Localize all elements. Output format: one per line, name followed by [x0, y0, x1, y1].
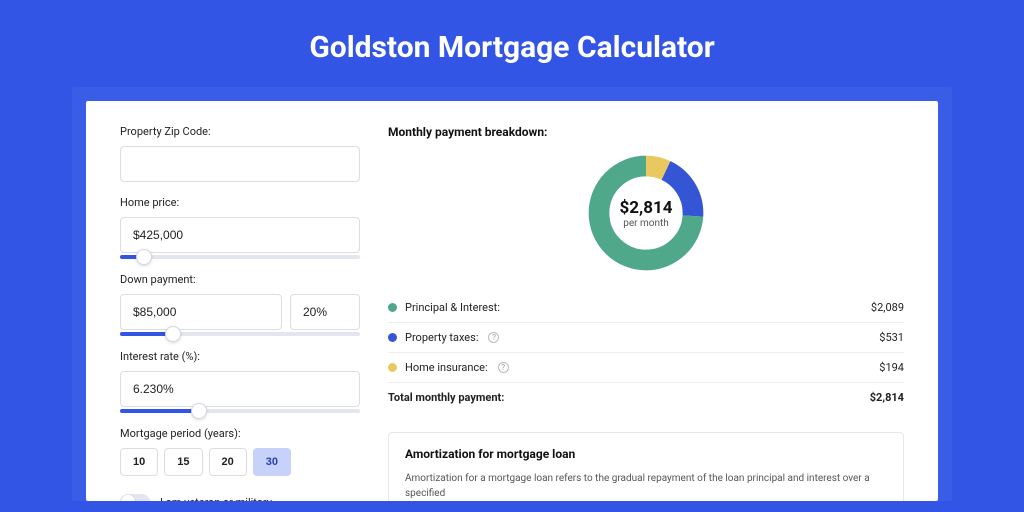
page-title: Goldston Mortgage Calculator	[0, 0, 1024, 87]
period-options: 10152030	[120, 448, 360, 476]
home-price-input[interactable]	[120, 217, 360, 253]
home-price-label: Home price:	[120, 196, 360, 209]
veteran-toggle[interactable]	[120, 494, 150, 501]
donut-sub: per month	[623, 218, 669, 229]
toggle-knob	[121, 495, 135, 501]
legend-row: Property taxes:? $531	[388, 323, 904, 353]
total-row: Total monthly payment: $2,814	[388, 383, 904, 412]
zip-input[interactable]	[120, 146, 360, 182]
interest-rate-input[interactable]	[120, 371, 360, 407]
info-icon[interactable]: ?	[488, 332, 499, 343]
interest-rate-label: Interest rate (%):	[120, 350, 360, 363]
legend-value: $194	[879, 361, 904, 374]
zip-field: Property Zip Code:	[120, 125, 360, 182]
legend-value: $531	[879, 331, 904, 344]
legend-row: Home insurance:? $194	[388, 353, 904, 383]
total-label: Total monthly payment:	[388, 391, 504, 404]
legend-label: Principal & Interest:	[405, 301, 500, 314]
info-icon[interactable]: ?	[498, 362, 509, 373]
amortization-title: Amortization for mortgage loan	[405, 447, 887, 461]
down-payment-pct-input[interactable]	[290, 294, 360, 330]
donut-center: $2,814 per month	[584, 151, 708, 275]
donut-chart: $2,814 per month	[584, 151, 708, 275]
home-price-slider[interactable]	[120, 255, 360, 259]
veteran-label: I am veteran or military	[160, 496, 272, 502]
form-column: Property Zip Code: Home price: Down paym…	[120, 125, 360, 501]
amortization-card: Amortization for mortgage loan Amortizat…	[388, 432, 904, 501]
down-payment-field: Down payment:	[120, 273, 360, 336]
total-value: $2,814	[870, 391, 904, 404]
donut-chart-wrap: $2,814 per month	[388, 151, 904, 275]
down-payment-input[interactable]	[120, 294, 282, 330]
legend-dot	[388, 363, 397, 372]
home-price-field: Home price:	[120, 196, 360, 259]
legend-dot	[388, 333, 397, 342]
period-btn-10[interactable]: 10	[120, 448, 158, 476]
legend-label: Home insurance:	[405, 361, 488, 374]
legend-value: $2,089	[871, 301, 904, 314]
period-label: Mortgage period (years):	[120, 427, 360, 440]
down-payment-label: Down payment:	[120, 273, 360, 286]
veteran-row: I am veteran or military	[120, 494, 360, 501]
down-payment-slider[interactable]	[120, 332, 360, 336]
period-field: Mortgage period (years): 10152030	[120, 427, 360, 476]
donut-amount: $2,814	[620, 198, 673, 218]
legend-dot	[388, 303, 397, 312]
zip-label: Property Zip Code:	[120, 125, 360, 138]
period-btn-15[interactable]: 15	[164, 448, 202, 476]
interest-rate-field: Interest rate (%):	[120, 350, 360, 413]
breakdown-column: Monthly payment breakdown: $2,814 per mo…	[388, 125, 904, 501]
breakdown-title: Monthly payment breakdown:	[388, 125, 904, 139]
calculator-outer: Property Zip Code: Home price: Down paym…	[72, 87, 952, 501]
legend-row: Principal & Interest: $2,089	[388, 293, 904, 323]
interest-rate-slider[interactable]	[120, 409, 360, 413]
period-btn-30[interactable]: 30	[253, 448, 291, 476]
legend-label: Property taxes:	[405, 331, 478, 344]
amortization-text: Amortization for a mortgage loan refers …	[405, 471, 887, 501]
calculator-card: Property Zip Code: Home price: Down paym…	[86, 101, 938, 501]
period-btn-20[interactable]: 20	[209, 448, 247, 476]
legend: Principal & Interest: $2,089 Property taxe…	[388, 293, 904, 383]
